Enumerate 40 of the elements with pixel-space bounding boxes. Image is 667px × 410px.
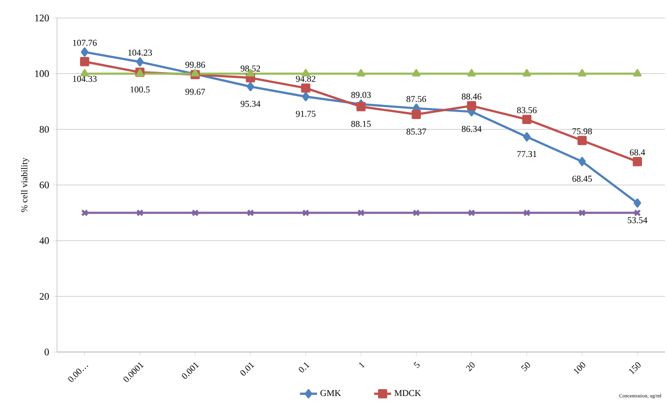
y-tick-label: 100 <box>35 70 49 78</box>
data-label: 104.33 <box>73 76 97 82</box>
data-label: 53.54 <box>628 217 648 224</box>
data-label: 89.03 <box>351 92 371 98</box>
data-label: 87.56 <box>406 96 426 102</box>
y-tick-label: 40 <box>39 237 49 244</box>
data-label: 95.34 <box>240 100 260 107</box>
data-label: 99.86 <box>185 62 206 68</box>
x-tick-label: 0.01 <box>240 362 254 376</box>
data-label: 104.23 <box>128 50 152 56</box>
y-tick-label: 20 <box>40 292 49 300</box>
data-label: 91.75 <box>296 110 316 117</box>
data-label: 68.45 <box>572 176 592 182</box>
data-label: 88.46 <box>462 93 482 100</box>
y-axis-title: % cell viability <box>21 158 30 212</box>
data-label: 68.4 <box>630 149 646 156</box>
x-tick-label: 50 <box>521 362 530 372</box>
x-tick-label: 100 <box>574 362 586 374</box>
x-tick-label: 1 <box>359 362 365 368</box>
x-tick-label: 20 <box>466 362 475 372</box>
y-tick-label: 0 <box>44 348 49 356</box>
data-label: 107.76 <box>73 40 97 46</box>
x-tick-label: 150 <box>629 362 641 374</box>
legend-label: MDCK <box>394 390 422 396</box>
data-label: 88.15 <box>351 120 371 127</box>
data-label: 75.98 <box>572 128 592 134</box>
y-tick-label: 80 <box>40 126 49 133</box>
data-label: 77.31 <box>517 151 536 158</box>
legend-label: GMK <box>320 390 341 396</box>
data-label: 99.67 <box>185 88 206 95</box>
x-tick-label: 0.1 <box>298 362 310 372</box>
data-label: 100.5 <box>130 86 150 93</box>
data-label: 94.82 <box>296 76 316 82</box>
data-label: 98.52 <box>240 65 260 72</box>
x-tick-label: 5 <box>414 362 420 368</box>
data-label: 83.56 <box>517 107 537 114</box>
data-label: 86.34 <box>462 126 482 132</box>
y-tick-label: 60 <box>40 182 49 188</box>
y-tick-label: 120 <box>35 14 49 22</box>
data-label: 85.37 <box>406 128 426 135</box>
